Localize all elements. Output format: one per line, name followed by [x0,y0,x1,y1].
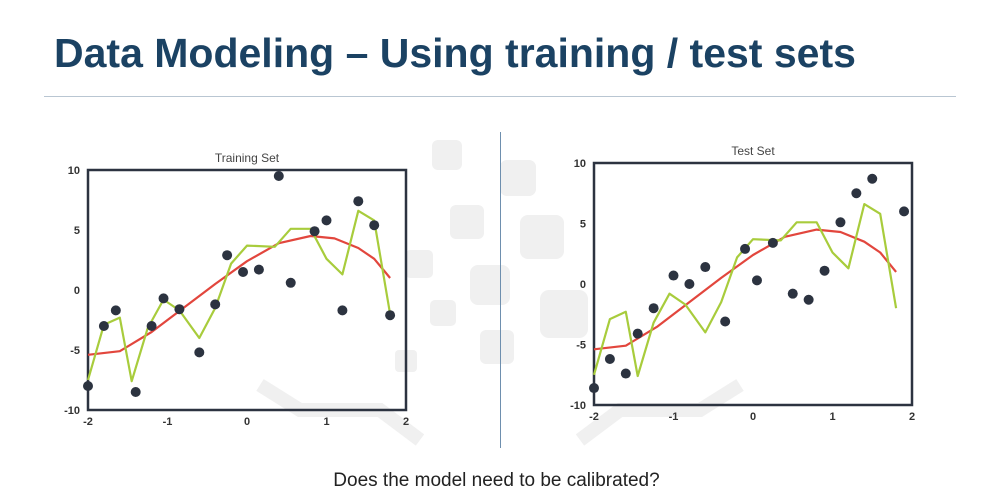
data-point [83,381,93,391]
plot-frame [592,161,914,407]
y-tick-label: 5 [580,219,586,231]
data-point [222,250,233,261]
data-point [851,188,862,199]
data-point [604,354,615,365]
data-point [632,328,643,339]
data-point [899,206,910,217]
y-tick-label: 0 [74,285,80,297]
data-point [787,288,798,299]
data-point [751,275,762,286]
x-tick-label: 0 [244,416,250,428]
x-tick-label: 1 [323,416,329,428]
y-tick-label: 10 [68,165,80,177]
data-point [285,277,296,288]
chart-title: Test Set [731,144,775,158]
data-point [620,368,631,379]
data-point [803,294,814,305]
y-tick-label: -10 [64,405,80,417]
data-point [194,347,205,358]
data-point [835,217,846,228]
data-point [819,265,830,276]
footer-question: Does the model need to be calibrated? [333,470,660,491]
data-point [369,220,380,231]
data-point [648,303,659,314]
slide-title: Data Modeling – Using training / test se… [54,30,856,76]
data-point [589,383,599,394]
test-set-chart: Test Set 10 5 0 -5 -10 -2 -1 0 1 2 [550,140,920,445]
chart-title: Training Set [215,151,280,165]
data-point [337,305,348,316]
data-point [309,226,320,237]
y-tick-label: 10 [574,158,586,170]
y-tick-label: 0 [580,279,586,291]
data-point [767,237,778,248]
data-point [353,196,364,207]
x-tick-label: -1 [163,416,173,428]
x-tick-label: 0 [750,411,756,423]
data-point [273,171,284,181]
data-point [668,270,679,281]
y-tick-label: -5 [576,340,586,352]
y-tick-label: -5 [70,345,80,357]
data-point [146,321,157,331]
x-tick-label: -2 [589,411,599,423]
x-tick-label: -1 [669,411,679,423]
data-point [684,279,695,289]
data-point [110,305,121,316]
data-point [321,215,332,226]
x-tick-label: 2 [909,411,915,423]
data-point [720,316,731,327]
data-point [174,304,185,315]
x-tick-label: -2 [83,416,93,428]
data-point [740,243,751,254]
y-tick-label: -10 [570,400,586,412]
plot-frame [86,168,408,412]
data-point [253,264,264,275]
chart-separator [500,132,501,448]
data-point [385,310,396,321]
data-point [158,293,169,304]
data-point [98,321,109,331]
training-set-chart: Training Set 10 5 0 -5 -10 -2 -1 0 1 2 [52,140,422,445]
y-tick-label: 5 [74,225,80,237]
data-point [210,299,221,310]
overfit-line [86,209,392,383]
data-point [700,262,711,273]
x-tick-label: 1 [829,411,835,423]
data-point [238,267,249,277]
data-point [130,387,141,397]
x-tick-label: 2 [403,416,409,428]
data-point [867,173,878,184]
title-divider [44,96,956,97]
overfit-line [592,202,898,378]
